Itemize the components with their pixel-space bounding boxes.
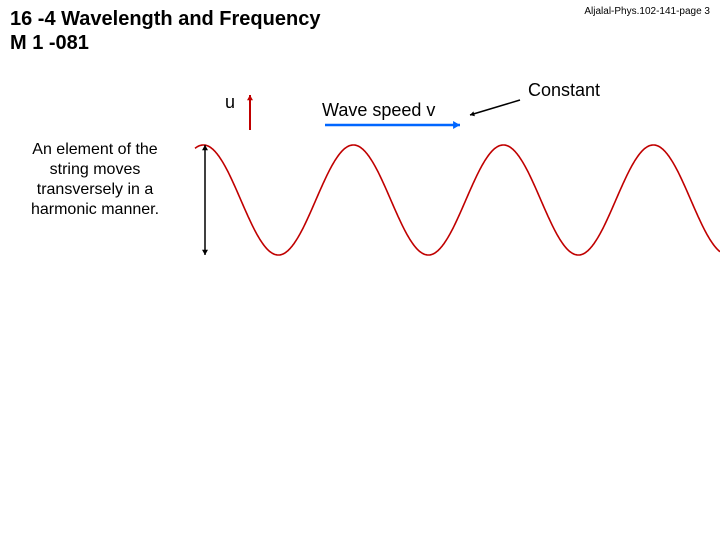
constant-label: Constant xyxy=(528,80,600,101)
wave-diagram xyxy=(0,0,720,540)
header-reference: Aljalal-Phys.102-141-page 3 xyxy=(584,6,710,17)
wave-speed-label: Wave speed v xyxy=(322,100,435,121)
u-label: u xyxy=(225,92,235,113)
page-title: 16 -4 Wavelength and Frequency xyxy=(10,8,320,31)
element-description: An element of thestring movestransversel… xyxy=(10,140,180,220)
page-subtitle: M 1 -081 xyxy=(10,32,89,55)
